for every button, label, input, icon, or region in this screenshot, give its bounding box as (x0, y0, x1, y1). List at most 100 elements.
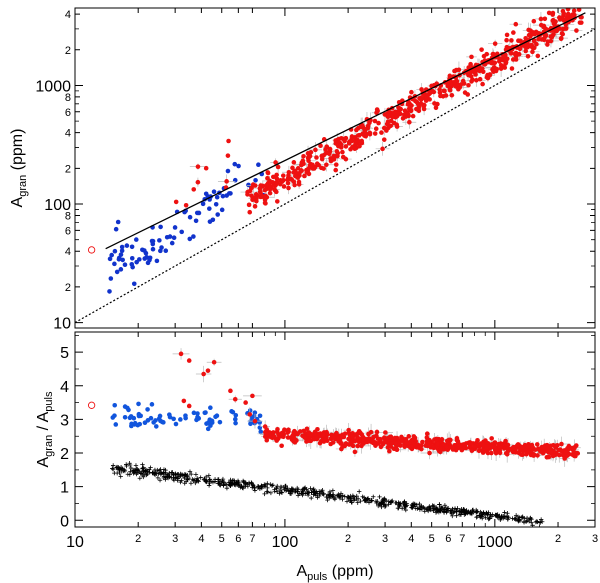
data-point (258, 429, 264, 435)
x-tick-label-minor: 2 (555, 533, 561, 545)
data-point (543, 32, 549, 38)
data-point-plus (529, 520, 534, 525)
data-point-plus (182, 475, 187, 481)
data-point (340, 444, 345, 449)
data-point-plus (344, 499, 350, 504)
data-point (492, 440, 498, 445)
series-3 (87, 246, 96, 254)
data-point-plus (204, 478, 209, 484)
data-point-plus (247, 481, 252, 487)
data-point (447, 87, 453, 93)
data-point (398, 106, 403, 112)
data-point-plus (239, 484, 244, 489)
data-point (399, 436, 404, 442)
data-point-plus (210, 479, 216, 485)
data-point (496, 441, 501, 447)
data-point (416, 108, 422, 114)
data-point (257, 185, 263, 191)
data-point-plus (417, 501, 422, 507)
data-point-plus (458, 509, 464, 514)
data-point (491, 51, 496, 57)
data-point (456, 443, 462, 449)
x-tick-label-minor: 2 (345, 533, 351, 545)
data-point (263, 201, 268, 206)
y-axis-label-top: Agran (ppm) (9, 129, 29, 208)
data-point-plus (433, 507, 438, 512)
data-point (273, 160, 278, 165)
data-point (232, 396, 238, 402)
y-tick-label-major: 10 (53, 316, 71, 333)
data-point-plus (316, 493, 322, 499)
data-point (112, 402, 118, 408)
data-point-plus (187, 469, 193, 474)
data-point (172, 225, 178, 230)
data-point (207, 417, 213, 422)
data-point (477, 76, 483, 82)
data-point-plus (299, 491, 304, 496)
data-point-plus (282, 483, 288, 489)
data-point (157, 413, 163, 419)
data-point (122, 404, 128, 409)
data-point-plus (191, 478, 196, 483)
data-point (195, 164, 201, 169)
data-point (375, 441, 381, 446)
data-point-open-circle (87, 246, 96, 254)
data-point (531, 452, 537, 457)
data-point-plus (378, 500, 384, 506)
data-point (208, 405, 213, 410)
data-point (270, 174, 276, 180)
data-point-plus (265, 481, 270, 486)
data-point (109, 252, 114, 258)
data-point (225, 168, 231, 174)
data-point (559, 31, 565, 36)
data-point (535, 453, 540, 458)
data-point-plus (220, 476, 226, 482)
data-point-plus (275, 483, 280, 489)
data-point (286, 185, 291, 191)
data-point (289, 177, 295, 182)
data-point (546, 10, 552, 16)
data-point-plus (279, 490, 285, 495)
data-point-plus (337, 495, 343, 501)
data-point-plus (277, 491, 282, 496)
data-point (274, 438, 280, 443)
data-point (560, 26, 566, 32)
data-point (472, 444, 478, 449)
data-point (167, 414, 173, 420)
data-point (479, 47, 484, 52)
data-point (433, 437, 439, 443)
data-point-plus (480, 515, 485, 521)
data-point (388, 444, 394, 449)
data-point-plus (474, 514, 480, 520)
data-point-plus (141, 474, 146, 480)
data-point (474, 77, 479, 83)
y-tick-label: 3 (60, 412, 69, 429)
data-point-plus (475, 509, 480, 514)
data-point (557, 15, 562, 20)
data-point (387, 434, 393, 440)
data-point (263, 431, 269, 437)
data-point (107, 256, 113, 262)
data-point-plus (538, 520, 543, 525)
data-point (292, 436, 298, 442)
data-point-plus (355, 500, 360, 505)
data-point (153, 424, 159, 429)
data-point-plus (121, 467, 127, 473)
data-point (147, 257, 152, 263)
y-tick-label-minor: 6 (65, 107, 71, 119)
data-point (468, 441, 474, 446)
data-point (432, 101, 437, 106)
data-point-plus (521, 519, 527, 525)
data-point-plus (255, 484, 261, 489)
data-point (359, 138, 365, 144)
data-point (480, 81, 485, 87)
data-point-plus (311, 486, 316, 492)
data-point-plus (437, 502, 442, 507)
data-point-plus (396, 505, 401, 511)
data-point-plus (229, 481, 234, 486)
data-point-plus (299, 488, 305, 494)
data-point (243, 400, 248, 405)
data-point-plus (257, 486, 263, 491)
data-point (355, 137, 361, 143)
data-point-plus (243, 480, 248, 485)
